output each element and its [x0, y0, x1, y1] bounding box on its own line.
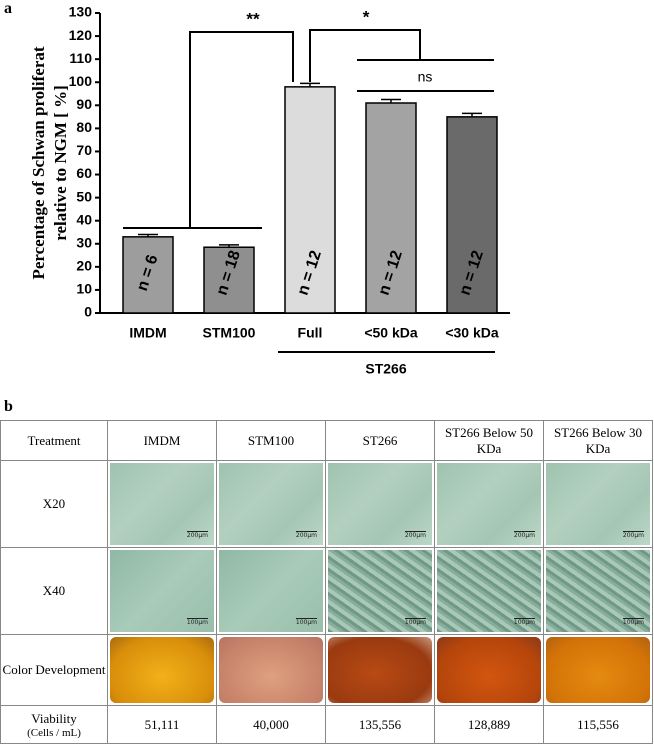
row-label: Color Development [0, 634, 108, 706]
y-tick-label: 20 [76, 258, 92, 274]
error-bar [300, 82, 320, 87]
y-axis-label: Percentage of Schwan proliferat [29, 46, 48, 279]
scale-bar: 100μm [186, 618, 208, 626]
micrograph: 100μm [437, 550, 541, 632]
micrograph: 100μm [546, 550, 650, 632]
row-label: X40 [0, 547, 108, 635]
y-tick-label: 100 [69, 73, 93, 89]
x-tick-label: <50 kDa [364, 325, 418, 341]
viability-value: 115,556 [543, 705, 653, 744]
micrograph: 200μm [110, 463, 214, 545]
header-cell: ST266 Below 30 KDa [543, 420, 653, 461]
scale-bar: 200μm [513, 531, 535, 539]
well-photo [110, 637, 214, 703]
viability-value: 135,556 [325, 705, 435, 744]
x-tick-label: IMDM [129, 325, 166, 341]
y-tick-label: 0 [84, 304, 92, 320]
scale-bar: 100μm [622, 618, 644, 626]
well-photo [219, 637, 323, 703]
annotation: * [363, 7, 370, 26]
row-label: X20 [0, 460, 108, 548]
well-photo [546, 637, 650, 703]
micrograph: 100μm [328, 550, 432, 632]
image-cell: 100μm [325, 547, 435, 635]
image-cell: 100μm [216, 547, 326, 635]
y-tick-label: 30 [76, 234, 92, 250]
header-cell: IMDM [107, 420, 217, 461]
header-cell: ST266 [325, 420, 435, 461]
results-table: Treatment IMDM STM100 ST266 ST266 Below 50 K… [0, 420, 653, 744]
scale-bar: 100μm [404, 618, 426, 626]
image-cell: 100μm [107, 547, 217, 635]
well-photo [328, 637, 432, 703]
scale-bar: 100μm [513, 618, 535, 626]
image-cell: 100μm [434, 547, 544, 635]
chart: Percentage of Schwan proliferat relative… [29, 4, 510, 377]
scale-bar: 200μm [622, 531, 644, 539]
image-cell: 200μm [216, 460, 326, 548]
annotation: ** [246, 9, 260, 28]
y-tick-label: 130 [69, 4, 93, 20]
group-label: ST266 [365, 361, 406, 377]
annotation: ns [418, 69, 433, 85]
error-bar [462, 112, 482, 117]
image-cell: 100μm [543, 547, 653, 635]
viability-value: 51,111 [107, 705, 217, 744]
scale-bar: 200μm [186, 531, 208, 539]
image-cell [434, 634, 544, 706]
micrograph: 200μm [219, 463, 323, 545]
header-cell: STM100 [216, 420, 326, 461]
row-label-line: (Cells / mL) [27, 726, 81, 739]
scale-bar: 100μm [295, 618, 317, 626]
y-tick-label: 110 [69, 50, 92, 66]
image-cell [325, 634, 435, 706]
bar [365, 102, 417, 314]
error-bar [219, 244, 239, 248]
micrograph: 100μm [110, 550, 214, 632]
error-bar [138, 233, 158, 237]
bar [203, 246, 255, 314]
panel-label: b [4, 398, 13, 415]
y-tick-label: 50 [76, 188, 92, 204]
image-cell: 200μm [325, 460, 435, 548]
y-tick-label: 60 [76, 165, 92, 181]
image-cell: 200μm [543, 460, 653, 548]
image-cell [107, 634, 217, 706]
y-axis-label: relative to NGM [ %] [51, 85, 70, 240]
scale-bar: 200μm [404, 531, 426, 539]
x-tick-label: Full [298, 325, 323, 341]
header-cell: Treatment [0, 420, 108, 461]
header-cell: ST266 Below 50 KDa [434, 420, 544, 461]
image-cell [216, 634, 326, 706]
row-label: Viability (Cells / mL) [0, 705, 108, 744]
y-tick-label: 80 [76, 119, 92, 135]
y-tick-label: 90 [76, 96, 92, 112]
y-tick-label: 70 [76, 142, 92, 158]
micrograph: 100μm [219, 550, 323, 632]
image-cell: 200μm [434, 460, 544, 548]
x-tick-label: STM100 [203, 325, 256, 341]
y-tick-label: 120 [69, 27, 93, 43]
image-cell: 200μm [107, 460, 217, 548]
significance-bracket [123, 31, 294, 229]
image-cell [543, 634, 653, 706]
scale-bar: 200μm [295, 531, 317, 539]
micrograph: 200μm [328, 463, 432, 545]
panel-label: a [4, 0, 12, 17]
micrograph: 200μm [437, 463, 541, 545]
significance-bracket [309, 29, 494, 92]
y-tick-label: 40 [76, 211, 92, 227]
x-tick-label: <30 kDa [445, 325, 499, 341]
micrograph: 200μm [546, 463, 650, 545]
y-tick-label: 10 [76, 281, 92, 297]
viability-value: 128,889 [434, 705, 544, 744]
row-label-line: Viability [31, 710, 77, 726]
error-bar [381, 98, 401, 103]
well-photo [437, 637, 541, 703]
viability-value: 40,000 [216, 705, 326, 744]
